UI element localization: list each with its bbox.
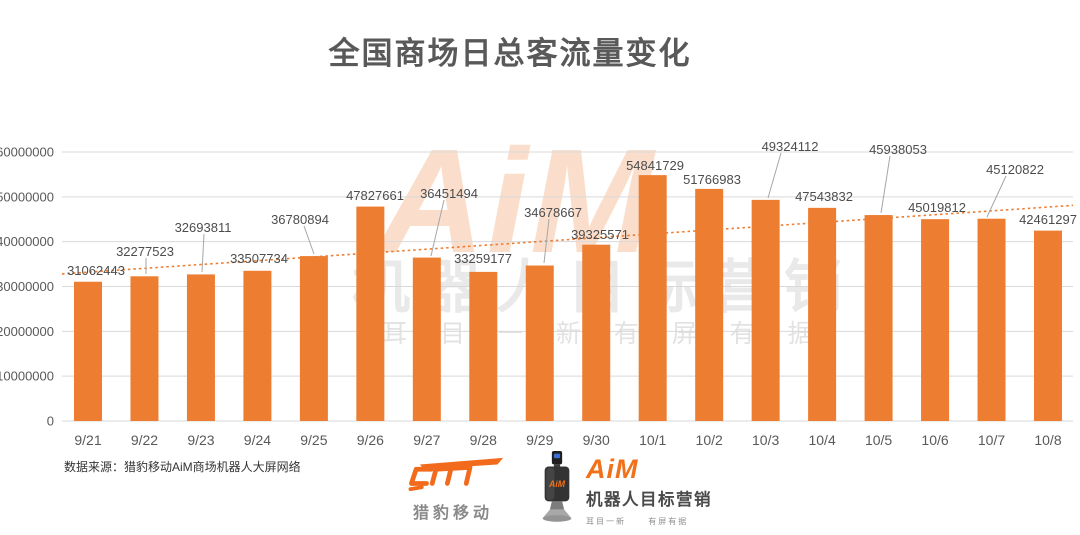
data-label-9/23: 32693811 [175,220,232,235]
label-leader-line [767,152,782,199]
x-axis-tick-label: 10/4 [808,432,835,448]
data-label-9/24: 33507734 [230,251,288,266]
label-leader-line [201,233,205,273]
x-axis-tick-label: 10/1 [639,432,666,448]
label-leader-line [543,218,550,264]
x-axis-tick-label: 9/22 [131,432,158,448]
x-axis-tick-label: 9/30 [583,432,610,448]
data-label-9/22: 32277523 [116,244,174,259]
bar-9/22[interactable] [130,276,159,421]
aim-tagline: 耳目一新 有屏有据 [586,517,689,526]
x-axis-tick-label: 9/25 [300,432,327,448]
label-leader-line [986,175,1007,218]
x-axis-tick-label: 9/26 [357,432,384,448]
x-axis-tick-label: 9/28 [470,432,497,448]
x-axis-tick-label: 9/21 [74,432,101,448]
data-label-10/6: 45019812 [908,200,966,215]
cheetah-mobile-logo: 猎豹移动 [398,456,508,523]
bar-9/26[interactable] [356,206,385,421]
x-axis-tick-label: 10/7 [978,432,1005,448]
bar-10/1[interactable] [638,175,667,421]
y-axis-tick-label: 30000000 [0,279,54,294]
bar-10/6[interactable] [921,219,950,421]
data-label-10/3: 49324112 [762,139,819,154]
label-leader-line [880,155,891,214]
y-axis-tick-label: 10000000 [0,369,54,384]
aim-logo-text: AiM 机器人目标营销 耳目一新 有屏有据 [586,450,712,527]
aim-logo: AiM AiM 机器人目标营销 耳目一新 有屏有据 [538,450,712,527]
page-title: 全国商场日总客流量变化 [328,36,692,71]
data-label-10/5: 45938053 [869,142,927,157]
x-axis-tick-label: 9/23 [187,432,214,448]
bar-10/7[interactable] [977,218,1006,421]
bar-9/21[interactable] [74,281,102,421]
data-label-9/25: 36780894 [271,212,329,227]
bar-9/30[interactable] [582,244,611,421]
bar-chart: 0 10000000 20000000 30000000 40000000 5000000… [0,110,1080,460]
y-axis-tick-label: 0 [47,414,54,429]
aim-robot-icon: AiM [542,451,572,522]
bar-9/24[interactable] [243,270,272,421]
footer: 数据来源：猎豹移动AiM商场机器人大屏网络 猎豹移动 AiM [0,448,1080,535]
label-leader-line [430,199,445,257]
trend-line [61,204,1074,275]
y-axis-tick-label: 60000000 [0,145,54,160]
data-label-9/30: 39325571 [571,227,629,242]
data-label-10/7: 45120822 [986,162,1044,177]
y-axis-tick-label: 40000000 [0,234,54,249]
chart-canvas: 0 10000000 20000000 30000000 40000000 5000000… [0,139,1077,448]
cheetah-mobile-logo-icon [408,457,504,492]
data-label-9/28: 33259177 [454,251,512,266]
label-leader-line [303,225,315,255]
bar-9/27[interactable] [412,257,441,421]
data-label-9/21: 31062443 [67,263,125,278]
data-label-9/26: 47827661 [346,188,404,203]
x-axis-tick-label: 10/5 [865,432,892,448]
x-axis-tick-label: 10/3 [752,432,779,448]
bar-10/3[interactable] [751,199,780,421]
y-axis-tick-label: 50000000 [0,189,54,204]
data-label-10/4: 47543832 [795,189,853,204]
data-label-9/27: 36451494 [420,186,478,201]
data-label-9/29: 34678667 [524,205,582,220]
x-axis-tick-label: 10/2 [696,432,723,448]
bar-9/29[interactable] [525,265,554,421]
bar-9/28[interactable] [469,271,498,421]
x-axis-tick-label: 9/24 [244,432,271,448]
bar-10/8[interactable] [1033,230,1062,421]
aim-name: 机器人目标营销 [586,491,712,509]
y-axis-tick-label: 20000000 [0,324,54,339]
x-axis-tick-label: 10/6 [921,432,948,448]
bar-10/4[interactable] [808,207,837,421]
data-label-10/8: 42461297 [1019,212,1077,227]
bar-10/2[interactable] [695,188,724,421]
x-axis-tick-label: 9/29 [526,432,553,448]
svg-text:AiM: AiM [548,479,566,489]
data-label-10/1: 54841729 [626,158,684,173]
bar-10/5[interactable] [864,215,893,421]
bar-9/23[interactable] [186,274,215,421]
x-axis-tick-label: 9/27 [413,432,440,448]
bar-9/25[interactable] [299,256,328,421]
cheetah-mobile-logo-text: 猎豹移动 [412,505,493,522]
data-source-note: 数据来源：猎豹移动AiM商场机器人大屏网络 [64,460,301,474]
aim-brand: AiM [586,454,639,484]
x-axis-tick-label: 10/8 [1034,432,1061,448]
data-label-10/2: 51766983 [683,172,741,187]
